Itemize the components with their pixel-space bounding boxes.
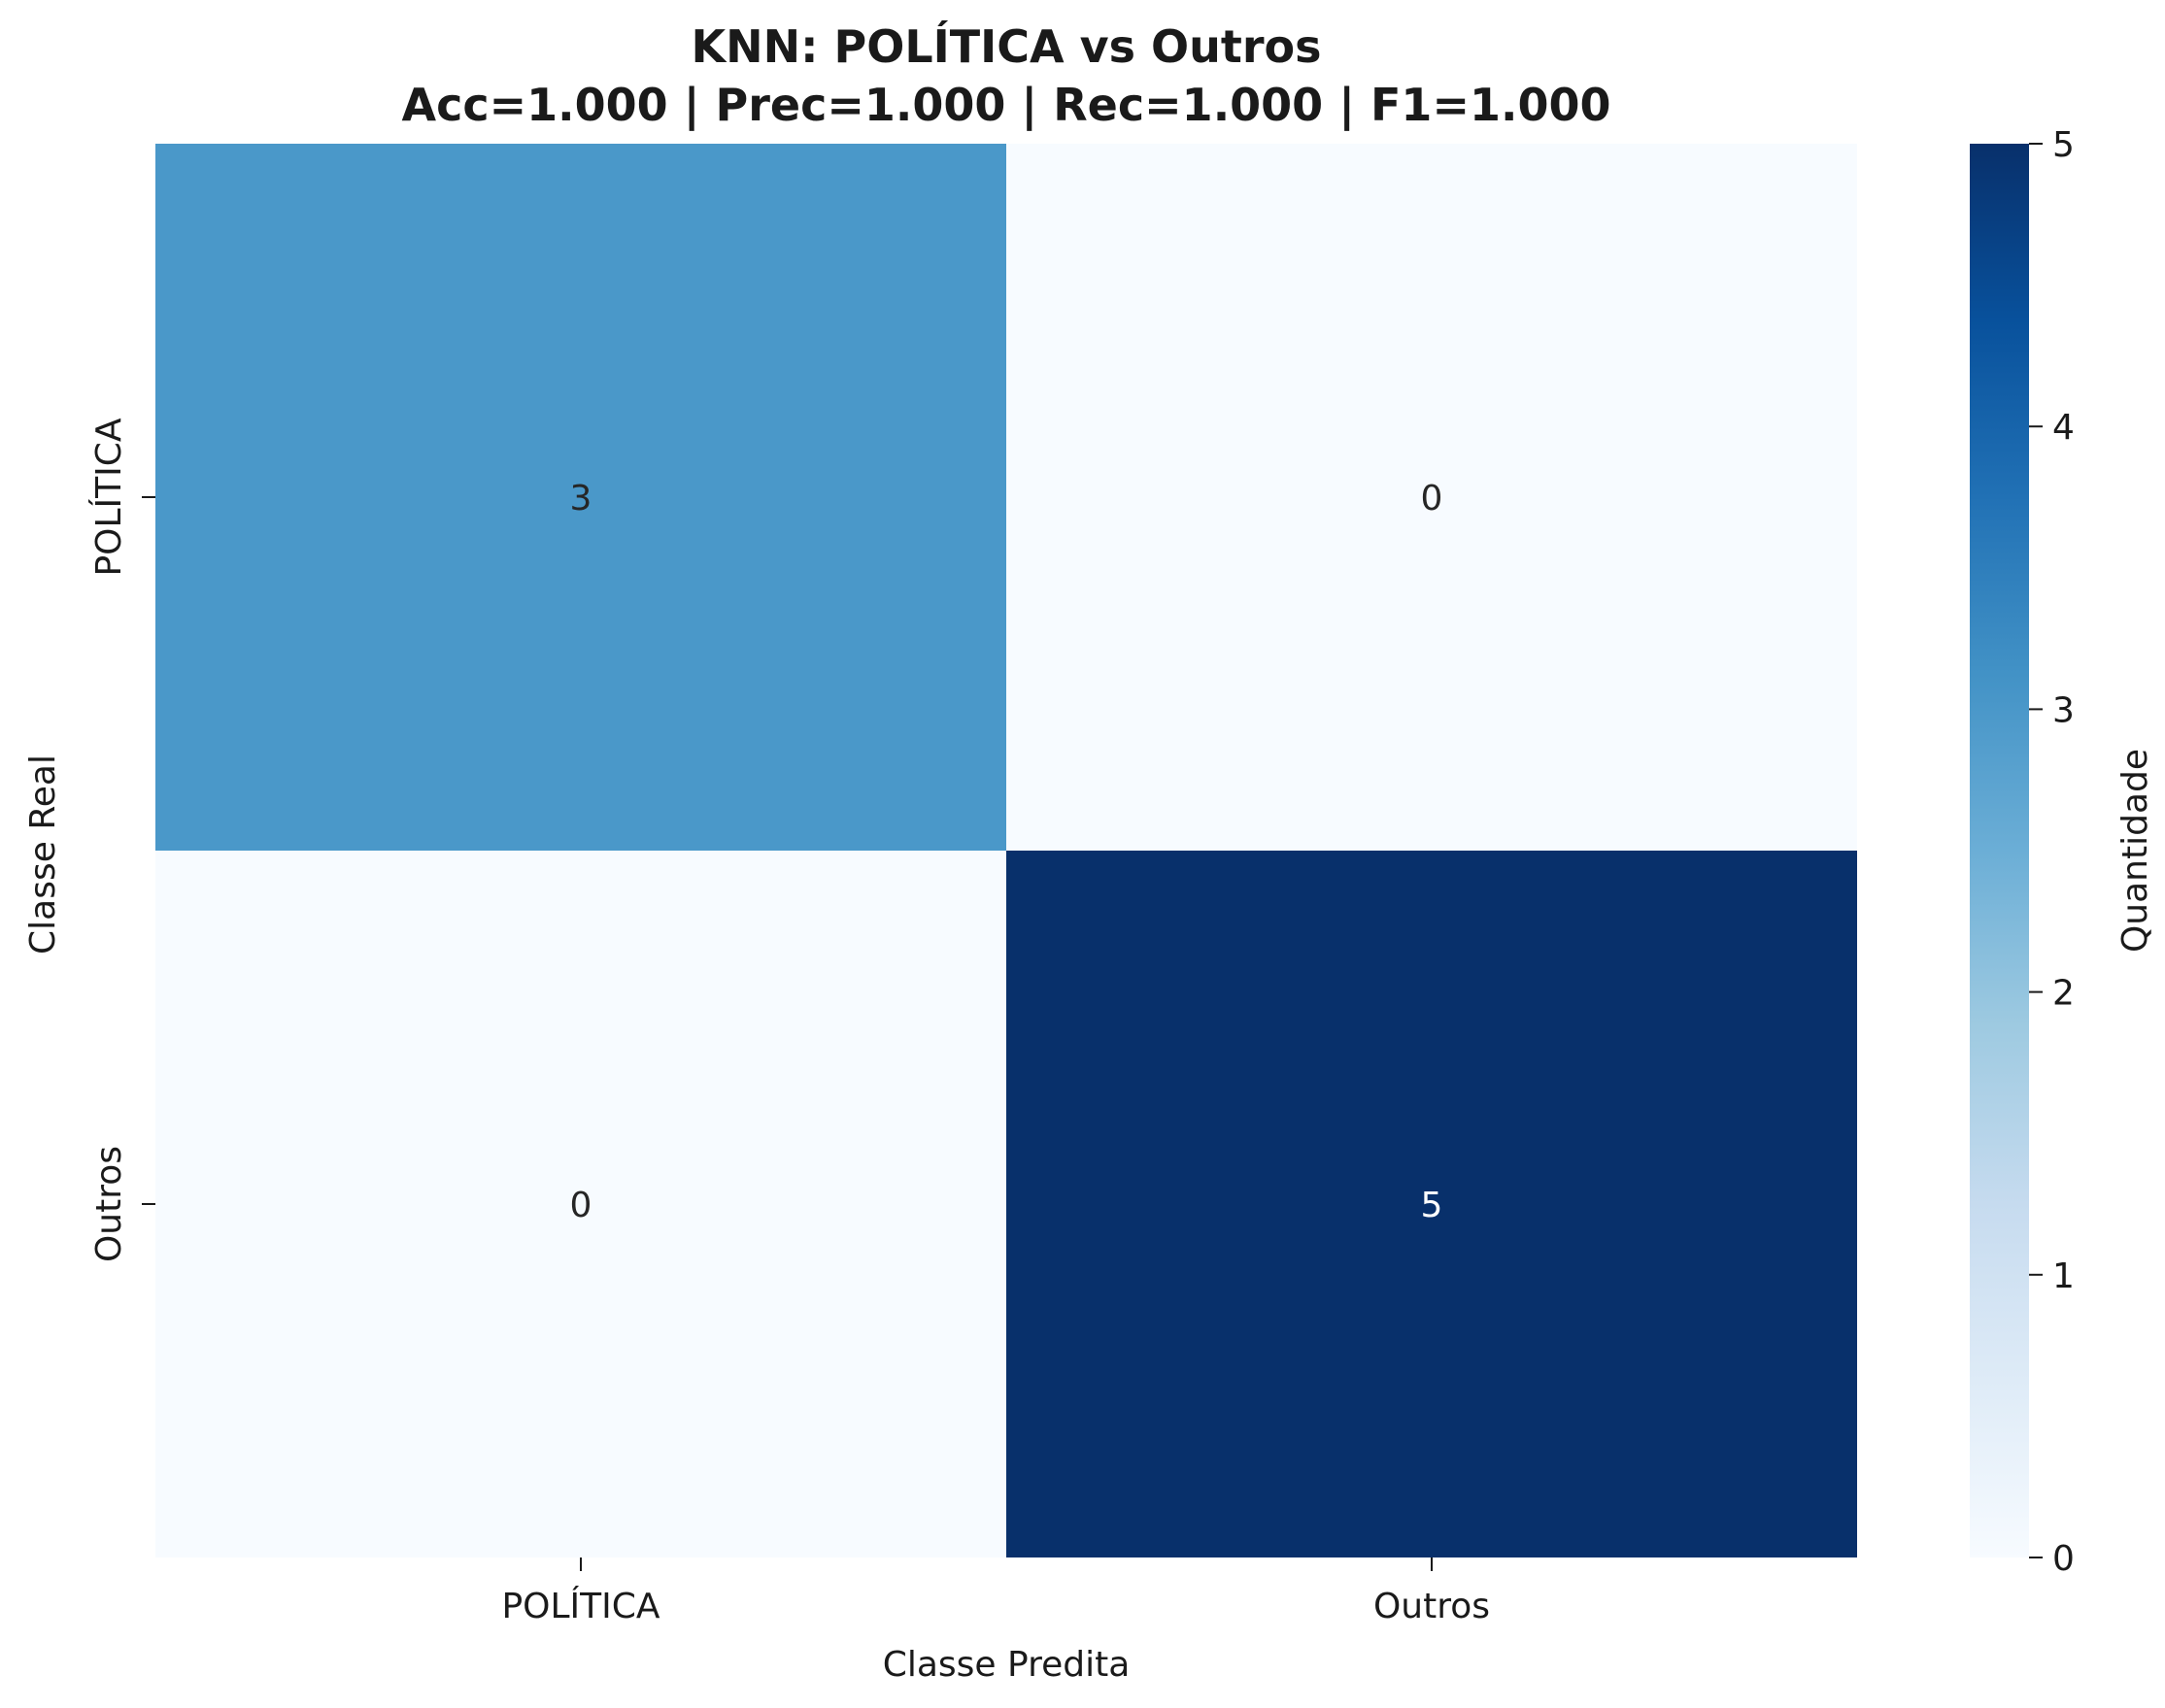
heatmap-cell	[155, 851, 1006, 1557]
colorbar-ticks: 0 1 2 3 4 5	[2029, 125, 2075, 1579]
heatmap-cell	[1006, 144, 1857, 851]
colorbar-tick-label: 0	[2052, 1539, 2075, 1579]
colorbar-tick-label: 1	[2052, 1256, 2075, 1296]
heatmap-cell-labels: 3 0 0 5	[570, 479, 1443, 1225]
x-axis-label: Classe Predita	[883, 1645, 1131, 1685]
chart-subtitle: Acc=1.000 | Prec=1.000 | Rec=1.000 | F1=…	[402, 79, 1611, 132]
heatmap-cell	[155, 144, 1006, 851]
heatmap-cell-value: 0	[1421, 479, 1443, 519]
y-axis-ticks: POLÍTICA Outros	[88, 418, 155, 1262]
x-tick-label: POLÍTICA	[501, 1586, 660, 1626]
x-axis-ticks: POLÍTICA Outros	[501, 1557, 1490, 1626]
heatmap-cells	[155, 144, 1857, 1557]
colorbar-label: Quantidade	[2115, 749, 2155, 953]
chart-title: KNN: POLÍTICA vs Outros	[691, 20, 1321, 73]
y-tick-label: POLÍTICA	[88, 418, 129, 576]
heatmap-cell-value: 0	[570, 1186, 592, 1225]
colorbar	[1970, 144, 2029, 1557]
heatmap-cell	[1006, 851, 1857, 1557]
heatmap-cell-value: 3	[570, 479, 592, 519]
x-tick-label: Outros	[1373, 1587, 1490, 1626]
colorbar-tick-label: 2	[2052, 974, 2075, 1014]
y-axis-label: Classe Real	[23, 754, 63, 954]
heatmap-cell-value: 5	[1421, 1186, 1443, 1225]
colorbar-tick-label: 4	[2052, 408, 2075, 448]
colorbar-tick-label: 3	[2052, 690, 2075, 730]
colorbar-tick-label: 5	[2052, 125, 2075, 165]
y-tick-label: Outros	[89, 1146, 129, 1262]
